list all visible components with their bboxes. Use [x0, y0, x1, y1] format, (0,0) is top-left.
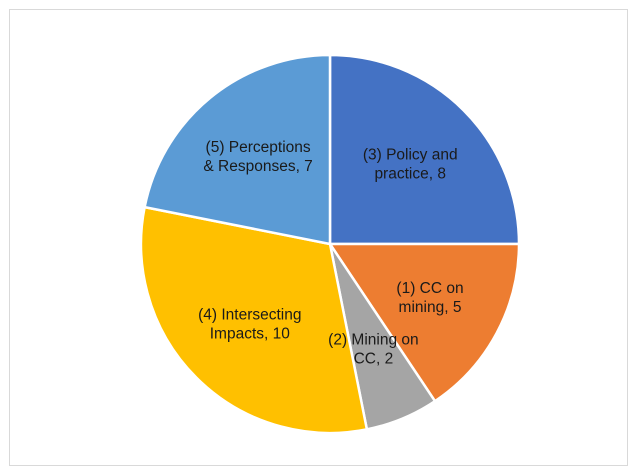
- slice-label-1: (3) Policy and practice, 8: [363, 146, 458, 182]
- slice-label-line: CC, 2: [354, 350, 394, 367]
- slice-label-line: (5) Perceptions: [206, 139, 311, 156]
- slice-label-line: practice, 8: [374, 165, 446, 182]
- slice-label-line: Impacts, 10: [210, 326, 290, 343]
- slice-label-2: (1) CC on mining, 5: [396, 280, 463, 316]
- pie-slice-5: [143, 53, 332, 246]
- slice-label-line: (2) Mining on: [328, 331, 418, 348]
- pie-slice-2: [327, 242, 521, 403]
- slice-label-3: (2) Mining on CC, 2: [328, 331, 418, 367]
- slice-label-line: (1) CC on: [396, 280, 463, 297]
- slice-label-line: & Responses, 7: [203, 158, 312, 175]
- slice-label-4: (4) Intersecting Impacts, 10: [198, 307, 301, 343]
- slice-label-line: (4) Intersecting: [198, 307, 301, 324]
- slice-label-line: mining, 5: [399, 299, 462, 316]
- pie-labels: (3) Policy and practice, 8 (1) CC on mining…: [198, 139, 463, 367]
- pie-slice-4: [139, 205, 369, 435]
- slice-label-5: (5) Perceptions & Responses, 7: [203, 139, 312, 175]
- slice-label-line: (3) Policy and: [363, 146, 458, 163]
- pie-slices: [139, 53, 521, 435]
- pie-slice-1: [328, 53, 521, 246]
